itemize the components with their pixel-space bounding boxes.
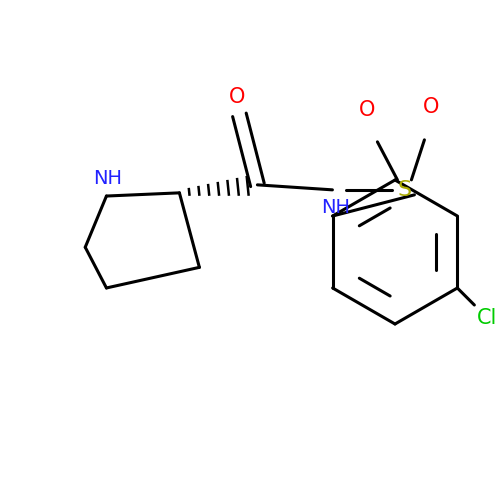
Text: O: O xyxy=(423,97,440,117)
Text: NH: NH xyxy=(321,198,350,218)
Text: O: O xyxy=(359,100,376,120)
Text: S: S xyxy=(398,180,411,200)
Text: Cl: Cl xyxy=(477,308,498,328)
Text: O: O xyxy=(229,87,246,107)
Text: NH: NH xyxy=(93,168,122,188)
